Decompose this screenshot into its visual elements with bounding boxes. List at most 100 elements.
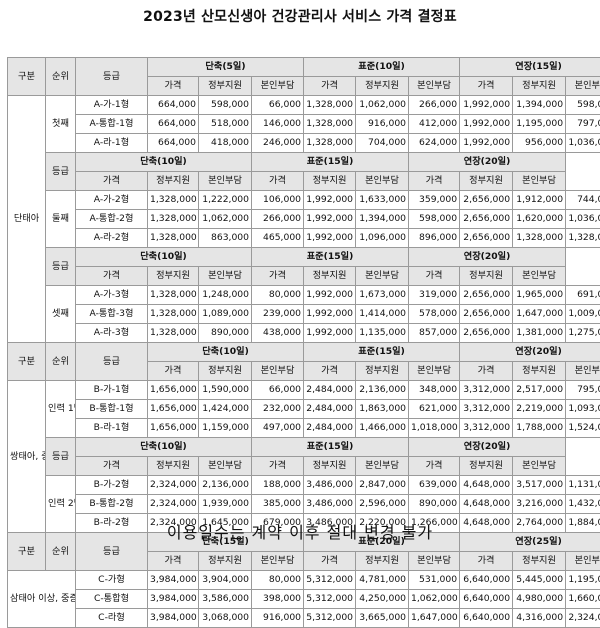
header-self: 본인부담: [356, 457, 409, 476]
value-cell: 1,673,000: [356, 286, 409, 305]
value-cell: 1,992,000: [460, 134, 513, 153]
header-price: 가격: [460, 552, 513, 571]
value-cell: 1,222,000: [199, 191, 252, 210]
value-cell: 2,847,000: [356, 476, 409, 495]
value-cell: 1,036,000: [566, 210, 600, 229]
value-cell: 1,093,000: [566, 400, 600, 419]
value-cell: 80,000: [252, 286, 304, 305]
period-label: 표준(15일): [252, 248, 409, 267]
footer-note: 이용일수는 계약 이후 절대 변경 불가: [0, 519, 600, 543]
value-cell: 863,000: [199, 229, 252, 248]
value-cell: 1,328,000: [148, 191, 199, 210]
value-cell: 3,984,000: [148, 609, 199, 628]
header-price: 가격: [304, 552, 356, 571]
header-gov: 정부지원: [304, 267, 356, 286]
value-cell: 639,000: [409, 476, 460, 495]
value-cell: 916,000: [252, 609, 304, 628]
header-price: 가격: [409, 172, 460, 191]
grade-cell: A-라-3형: [76, 324, 148, 343]
header-price: 가격: [148, 77, 199, 96]
table-row: 인력 2명B-가-2형2,324,0002,136,000188,0003,48…: [8, 476, 600, 495]
value-cell: 664,000: [148, 96, 199, 115]
value-cell: 1,466,000: [356, 419, 409, 438]
value-cell: 1,195,000: [566, 571, 600, 590]
value-cell: 1,432,000: [566, 495, 600, 514]
value-cell: 1,159,000: [199, 419, 252, 438]
value-cell: 1,328,000: [513, 229, 566, 248]
value-cell: 2,324,000: [566, 609, 600, 628]
period-label: 표준(10일): [304, 58, 460, 77]
value-cell: 232,000: [252, 400, 304, 419]
header-grade: 등급: [46, 153, 76, 191]
period-label: 연장(20일): [409, 153, 566, 172]
period-label: 표준(15일): [252, 153, 409, 172]
value-cell: 598,000: [409, 210, 460, 229]
value-cell: 1,863,000: [356, 400, 409, 419]
section-label: 쌍태아, 중증 단태아: [8, 381, 46, 533]
value-cell: 6,640,000: [460, 590, 513, 609]
value-cell: 2,656,000: [460, 229, 513, 248]
grade-cell: A-통합-3형: [76, 305, 148, 324]
value-cell: 1,062,000: [199, 210, 252, 229]
value-cell: 398,000: [252, 590, 304, 609]
header-self: 본인부담: [356, 172, 409, 191]
value-cell: 266,000: [409, 96, 460, 115]
value-cell: 66,000: [252, 381, 304, 400]
grade-cell: A-가-1형: [76, 96, 148, 115]
header-gov: 정부지원: [356, 77, 409, 96]
value-cell: 598,000: [199, 96, 252, 115]
value-cell: 1,414,000: [356, 305, 409, 324]
section-label: 단태아: [8, 96, 46, 343]
value-cell: 1,992,000: [460, 96, 513, 115]
grade-cell: A-가-2형: [76, 191, 148, 210]
value-cell: 896,000: [409, 229, 460, 248]
value-cell: 266,000: [252, 210, 304, 229]
value-cell: 3,984,000: [148, 590, 199, 609]
header-gubun: 구분: [8, 58, 46, 96]
value-cell: 1,394,000: [513, 96, 566, 115]
header-self: 본인부담: [356, 267, 409, 286]
value-cell: 1,620,000: [513, 210, 566, 229]
value-cell: 1,089,000: [199, 305, 252, 324]
header-gubun: 구분: [8, 343, 46, 381]
rank-label: 인력 1명: [46, 381, 76, 438]
grade-cell: A-통합-2형: [76, 210, 148, 229]
header-price: 가격: [76, 267, 148, 286]
value-cell: 1,009,000: [566, 305, 600, 324]
header-gov: 정부지원: [304, 172, 356, 191]
header-gov: 정부지원: [148, 457, 199, 476]
value-cell: 1,656,000: [148, 381, 199, 400]
header-sunwi: 순위: [46, 343, 76, 381]
table-row: 쌍태아, 중증 단태아인력 1명B-가-1형1,656,0001,590,000…: [8, 381, 600, 400]
value-cell: 4,648,000: [460, 476, 513, 495]
header-price: 가격: [409, 267, 460, 286]
value-cell: 664,000: [148, 134, 199, 153]
grade-cell: B-가-2형: [76, 476, 148, 495]
value-cell: 2,219,000: [513, 400, 566, 419]
value-cell: 1,328,000: [304, 134, 356, 153]
header-gov: 정부지원: [148, 172, 199, 191]
value-cell: 3,312,000: [460, 381, 513, 400]
value-cell: 5,445,000: [513, 571, 566, 590]
value-cell: 1,965,000: [513, 286, 566, 305]
value-cell: 239,000: [252, 305, 304, 324]
value-cell: 1,992,000: [304, 191, 356, 210]
header-self: 본인부담: [409, 552, 460, 571]
header-grade: 등급: [76, 343, 148, 381]
value-cell: 3,312,000: [460, 419, 513, 438]
value-cell: 2,517,000: [513, 381, 566, 400]
grade-cell: B-가-1형: [76, 381, 148, 400]
value-cell: 2,136,000: [199, 476, 252, 495]
value-cell: 1,062,000: [409, 590, 460, 609]
grade-cell: C-통합형: [76, 590, 148, 609]
value-cell: 1,062,000: [356, 96, 409, 115]
value-cell: 531,000: [409, 571, 460, 590]
grade-cell: C-라형: [76, 609, 148, 628]
value-cell: 1,328,000: [566, 229, 600, 248]
